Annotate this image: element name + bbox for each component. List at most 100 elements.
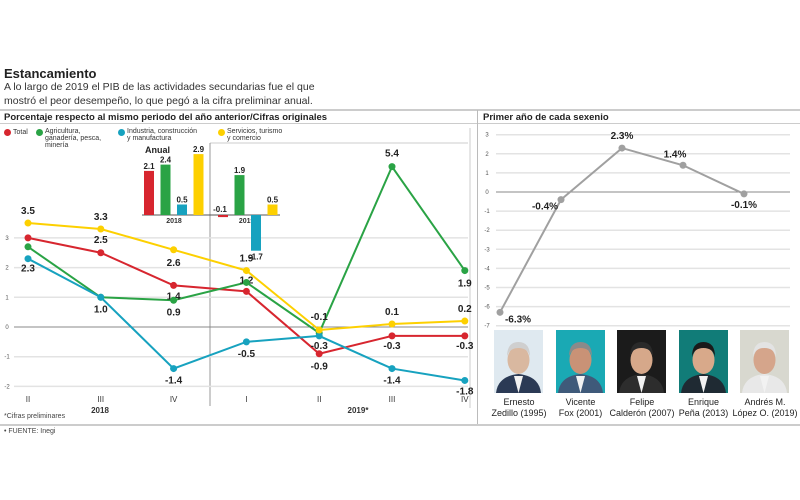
data-label: 1.9 (458, 279, 472, 290)
y-tick-label: 2 (485, 152, 489, 158)
data-label: -0.4% (532, 202, 558, 213)
y-tick-label: 2 (5, 266, 9, 272)
bar (251, 215, 261, 251)
inset-title: Anual (145, 145, 170, 155)
bottom-divider (0, 424, 800, 426)
president-name: Vicente Fox (2001) (546, 397, 616, 419)
y-tick-label: -7 (484, 324, 490, 330)
president-name-line1: Andrés M. (744, 397, 786, 407)
data-point (679, 161, 687, 169)
president-name: Andrés M. López O. (2019) (730, 397, 800, 419)
subtitle: A lo largo de 2019 el PIB de las activid… (4, 81, 315, 107)
data-label: 1.0 (94, 304, 108, 315)
x-tick-label: II (26, 395, 30, 404)
portrait-image (494, 330, 543, 393)
data-point (388, 320, 396, 328)
right-chart-header: Primer año de cada sexenio (483, 112, 609, 123)
year-label: 2019* (348, 406, 370, 415)
page-title: Estancamiento (4, 66, 97, 81)
y-tick-label: -3 (484, 247, 490, 253)
bar-label: 0.5 (176, 196, 188, 205)
data-point (461, 376, 469, 384)
portrait-image (678, 330, 728, 393)
inset-category-label: 2019* (239, 218, 258, 225)
president-name-line2: Fox (2001) (558, 408, 603, 418)
president-name-line2: Peña (2013) (678, 408, 729, 418)
president-photo (494, 330, 543, 393)
y-tick-label: -2 (4, 384, 10, 390)
sexenio-line-chart: 3 2 1 0 -1 -2 -3 -4 -5 -6 -7 -6.3% -0.4% 2.3% 1.4% -0.1… (484, 131, 790, 330)
bar-label: -0.1 (213, 205, 227, 214)
data-point (97, 249, 105, 257)
bar (234, 175, 245, 215)
data-label: -0.5 (238, 349, 256, 360)
data-point (388, 332, 396, 340)
president-photo (617, 330, 666, 393)
year-label: 2018 (91, 406, 109, 415)
y-tick-label: 3 (5, 236, 9, 242)
president-name: Felipe Calderón (2007) (607, 397, 677, 419)
data-point (242, 278, 250, 286)
data-point (388, 365, 396, 373)
data-label: 3.3 (94, 212, 108, 223)
president-name-line1: Vicente (565, 397, 596, 407)
y-tick-label: 3 (485, 133, 489, 139)
data-label: -0.1 (311, 312, 329, 323)
top-divider (0, 109, 800, 111)
data-label: 1.4% (664, 149, 687, 160)
data-point (461, 332, 469, 340)
president-photo (740, 330, 789, 393)
data-label: 0.2 (458, 304, 472, 315)
legend-dot (218, 129, 225, 136)
data-point (170, 365, 178, 373)
bar-label: 2.1 (143, 162, 155, 171)
legend-agricultura: Agricultura, ganadería, pesca, minería (36, 128, 111, 149)
x-tick-label: III (389, 395, 396, 404)
y-tick-label: -1 (4, 355, 10, 361)
legend-dot (118, 129, 125, 136)
data-label: -0.3 (456, 341, 474, 352)
data-label: -0.3 (311, 341, 329, 352)
header-divider (0, 123, 800, 124)
data-point (496, 308, 504, 316)
data-label: -1.4 (165, 376, 183, 387)
data-label: -0.9 (311, 362, 329, 373)
president-name-line1: Ernesto (503, 397, 535, 407)
data-point (97, 293, 105, 301)
president-name: Ernesto Zedillo (1995) (484, 397, 554, 419)
portrait-image (740, 330, 789, 393)
bar-label: 0.5 (267, 196, 279, 205)
data-label: 5.4 (385, 149, 399, 160)
data-label: 3.5 (21, 206, 35, 217)
data-point (461, 317, 469, 325)
bar (177, 204, 187, 215)
data-point (315, 332, 323, 340)
data-point (24, 234, 32, 242)
president-name-line2: López O. (2019) (732, 408, 798, 418)
y-tick-label: 0 (485, 190, 489, 196)
data-point (24, 243, 32, 251)
quarterly-line-chart: -2-10123IIIIIIVIIIIIIIV20182019*2.51.41.… (4, 149, 474, 415)
data-label: 2.5 (94, 235, 108, 246)
data-point (170, 281, 178, 289)
data-point (461, 267, 469, 275)
x-tick-label: II (317, 395, 321, 404)
x-tick-label: III (97, 395, 104, 404)
x-tick-label: IV (170, 395, 178, 404)
bar (218, 215, 228, 218)
x-tick-label: IV (461, 395, 469, 404)
footnote: *Cifras preliminares (4, 413, 66, 420)
data-label: 2.3% (611, 131, 634, 142)
data-label: -1.4 (383, 376, 401, 387)
panel-divider (477, 110, 478, 426)
y-tick-label: -4 (484, 266, 490, 272)
legend-industria: Industria, construcción y manufactura (118, 128, 200, 142)
bar (160, 164, 171, 215)
data-point (388, 163, 396, 171)
president-name: Enrique Peña (2013) (669, 397, 739, 419)
y-tick-label: -2 (484, 228, 490, 234)
data-point (557, 196, 565, 204)
data-point (315, 326, 323, 334)
data-point (242, 338, 250, 346)
data-point (24, 219, 32, 227)
